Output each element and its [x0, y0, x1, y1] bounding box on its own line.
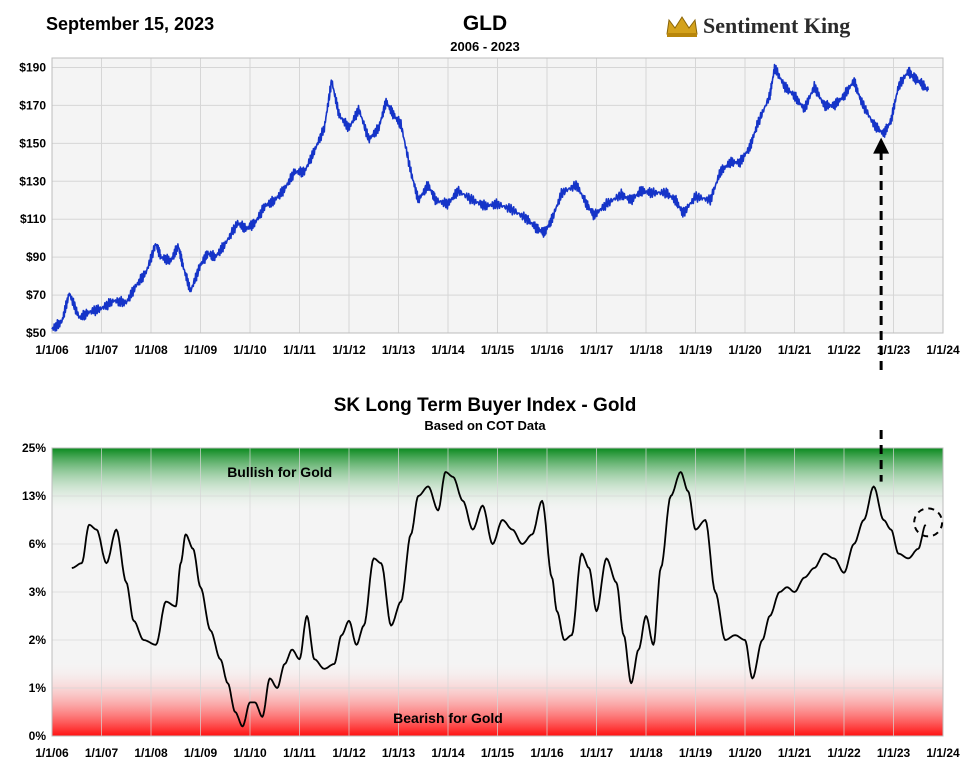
x-tick-label: 1/1/16 [530, 746, 564, 760]
x-tick-label: 1/1/08 [134, 746, 168, 760]
brand-logo: Sentiment King [665, 13, 850, 39]
x-tick-label: 1/1/13 [382, 343, 416, 357]
x-tick-label: 1/1/06 [35, 746, 69, 760]
x-tick-label: 1/1/17 [580, 343, 614, 357]
x-tick-label: 1/1/18 [629, 343, 663, 357]
x-tick-label: 1/1/22 [827, 343, 861, 357]
x-tick-label: 1/1/07 [85, 343, 119, 357]
x-tick-label: 1/1/10 [233, 343, 267, 357]
x-tick-label: 1/1/11 [283, 343, 316, 357]
y-tick-label: 3% [29, 585, 47, 599]
bullish-label: Bullish for Gold [227, 464, 332, 480]
x-tick-label: 1/1/11 [283, 746, 316, 760]
y-tick-label: $150 [19, 136, 46, 150]
y-tick-label: 1% [29, 681, 47, 695]
x-tick-label: 1/1/19 [679, 343, 713, 357]
x-tick-label: 1/1/14 [431, 746, 465, 760]
y-tick-label: 2% [29, 633, 47, 647]
report-date: September 15, 2023 [46, 14, 215, 34]
x-tick-label: 1/1/14 [431, 343, 465, 357]
y-tick-label: $190 [19, 60, 46, 74]
x-tick-label: 1/1/12 [332, 343, 366, 357]
index-chart-title: SK Long Term Buyer Index - Gold [333, 395, 637, 416]
crown-icon [666, 16, 698, 37]
y-tick-label: 25% [22, 441, 46, 455]
y-tick-label: $110 [20, 212, 46, 226]
x-tick-label: 1/1/20 [728, 343, 762, 357]
brand-name: Sentiment King [703, 13, 851, 38]
plot-frame [51, 447, 944, 737]
x-tick-label: 1/1/13 [382, 746, 416, 760]
y-tick-label: $90 [26, 250, 46, 264]
price-chart-title: GLD [462, 12, 508, 35]
gld-price-chart: $50 $70 $90 $110 $130 $150 $170 $190 1/1/06 1/1/0… [19, 57, 960, 370]
x-tick-label: 1/1/08 [134, 343, 168, 357]
x-tick-label: 1/1/09 [184, 746, 218, 760]
x-tick-label: 1/1/24 [926, 746, 960, 760]
y-tick-label: $50 [26, 326, 46, 340]
plot-frame [51, 57, 944, 334]
buyer-index-chart: 0% 1% 2% 3% 6% 13% 25% 1/1/06 1/1/07 1/1/08 1/1/09… [22, 430, 960, 760]
x-tick-label: 1/1/07 [85, 746, 119, 760]
y-tick-label: $70 [26, 288, 46, 302]
index-chart-subtitle: Based on COT Data [424, 418, 546, 433]
x-tick-label: 1/1/09 [184, 343, 218, 357]
x-tick-label: 1/1/22 [827, 746, 861, 760]
y-tick-label: $130 [19, 174, 46, 188]
y-tick-label: 0% [29, 729, 47, 743]
x-tick-label: 1/1/19 [679, 746, 713, 760]
latest-reading-circle [913, 507, 944, 538]
x-tick-label: 1/1/18 [629, 746, 663, 760]
buyer-index-line [71, 471, 927, 728]
y-tick-label: $170 [19, 98, 46, 112]
x-tick-label: 1/1/16 [530, 343, 564, 357]
gld-price-line [51, 63, 929, 332]
x-tick-label: 1/1/21 [778, 746, 812, 760]
bearish-label: Bearish for Gold [393, 710, 503, 726]
x-tick-label: 1/1/15 [481, 746, 515, 760]
price-chart-subtitle: 2006 - 2023 [450, 39, 520, 54]
x-tick-label: 1/1/06 [35, 343, 69, 357]
x-tick-label: 1/1/15 [481, 343, 515, 357]
y-tick-label: 13% [22, 489, 46, 503]
x-tick-label: 1/1/21 [778, 343, 812, 357]
x-tick-label: 1/1/20 [728, 746, 762, 760]
x-tick-label: 1/1/17 [580, 746, 614, 760]
x-tick-label: 1/1/10 [233, 746, 267, 760]
x-tick-label: 1/1/12 [332, 746, 366, 760]
x-tick-label: 1/1/24 [926, 343, 960, 357]
y-tick-label: 6% [29, 537, 47, 551]
x-tick-label: 1/1/23 [877, 343, 911, 357]
x-tick-label: 1/1/23 [877, 746, 911, 760]
signal-arrow-head [873, 137, 890, 154]
